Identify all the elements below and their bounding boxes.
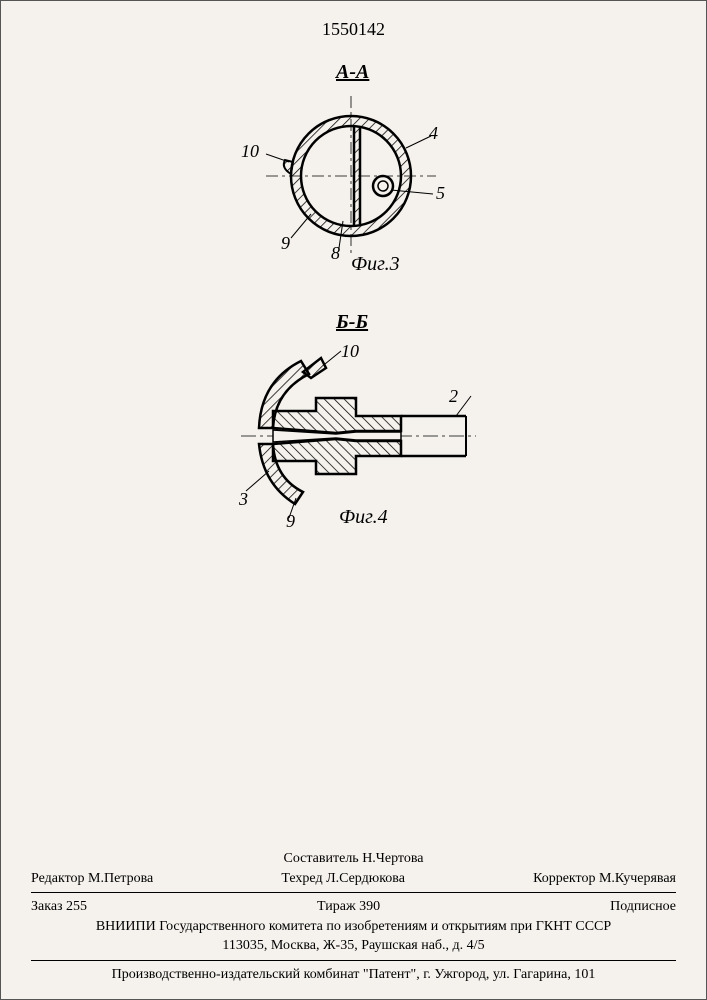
fig4-callout-3: 3 xyxy=(239,489,248,510)
fig3-callout-5: 5 xyxy=(436,183,445,204)
fig4-callout-10: 10 xyxy=(341,341,359,362)
footer-corrector: Корректор М.Кучерявая xyxy=(533,869,676,889)
fig4-callout-2: 2 xyxy=(449,386,458,407)
fig3-callout-8: 8 xyxy=(331,243,340,264)
fig3-label: Фиг.3 xyxy=(351,253,400,276)
footer-circulation: Тираж 390 xyxy=(317,897,380,917)
fig3-callout-10: 10 xyxy=(241,141,259,162)
footer-org1: ВНИИПИ Государственного комитета по изоб… xyxy=(31,917,676,937)
page-number: 1550142 xyxy=(1,19,706,40)
fig4-section-label: Б-Б xyxy=(336,311,368,334)
footer-order: Заказ 255 xyxy=(31,897,87,917)
footer-publisher: Производственно-издательский комбинат "П… xyxy=(31,965,676,985)
fig3-callout-9: 9 xyxy=(281,233,290,254)
fig3-callout-4: 4 xyxy=(429,123,438,144)
footer-editor: Редактор М.Петрова xyxy=(31,869,153,889)
fig4-label: Фиг.4 xyxy=(339,506,388,529)
footer-block: Составитель Н.Чертова Редактор М.Петрова… xyxy=(31,849,676,985)
footer-org2: 113035, Москва, Ж-35, Раушская наб., д. … xyxy=(31,936,676,956)
footer-subscription: Подписное xyxy=(610,897,676,917)
footer-techred: Техред Л.Сердюкова xyxy=(281,869,405,889)
fig4-drawing xyxy=(226,336,486,526)
fig4-callout-9: 9 xyxy=(286,511,295,532)
footer-compiler: Составитель Н.Чертова xyxy=(31,849,676,869)
fig3-drawing xyxy=(231,81,471,261)
